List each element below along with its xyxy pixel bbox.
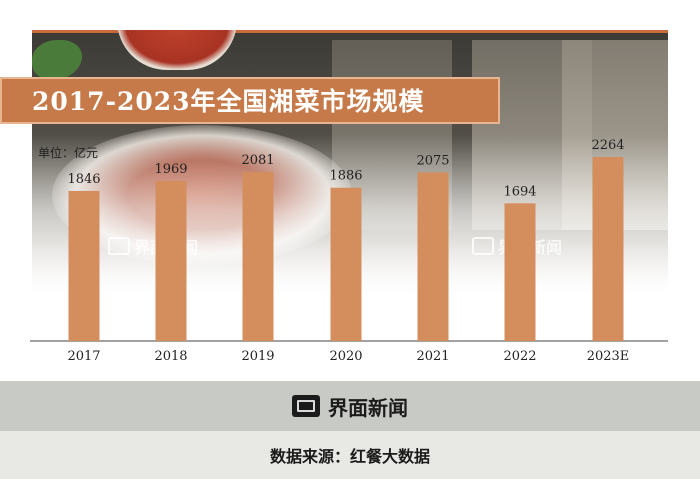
data-label-2022: 1694	[503, 184, 536, 199]
bar-2017	[68, 190, 100, 341]
brand-logo-icon	[292, 395, 320, 417]
bar-2018	[155, 180, 187, 341]
x-tick-label-2023E: 2023E	[587, 349, 630, 364]
x-tick-label-2019: 2019	[241, 349, 274, 364]
bar-2023E	[592, 157, 624, 341]
chart-title: 2017-2023年全国湘菜市场规模	[32, 87, 425, 116]
brand-band: 界面新闻	[0, 381, 700, 431]
unit-label: 单位：亿元	[38, 146, 99, 160]
watermark-logo-icon	[108, 237, 130, 255]
data-label-2018: 1969	[154, 162, 187, 177]
x-tick-label-2021: 2021	[416, 349, 449, 364]
data-label-2017: 1846	[67, 172, 100, 187]
data-label-2023E: 2264	[591, 138, 624, 153]
brand-name: 界面新闻	[328, 395, 408, 420]
data-label-2020: 1886	[329, 169, 362, 184]
data-source: 数据来源：红餐大数据	[269, 447, 430, 466]
bar-2019	[242, 171, 274, 341]
x-tick-label-2020: 2020	[329, 349, 362, 364]
x-tick-label-2018: 2018	[154, 349, 187, 364]
x-tick-label-2022: 2022	[503, 349, 536, 364]
bar-2022	[504, 203, 536, 341]
source-band: 数据来源：红餐大数据	[0, 431, 700, 479]
data-label-2021: 2075	[416, 153, 449, 168]
x-tick-label-2017: 2017	[67, 349, 100, 364]
bar-2021	[417, 172, 449, 341]
bar-2020	[330, 187, 362, 341]
title-banner	[0, 77, 500, 124]
watermark-logo-icon	[472, 237, 494, 255]
data-label-2019: 2081	[241, 153, 274, 168]
